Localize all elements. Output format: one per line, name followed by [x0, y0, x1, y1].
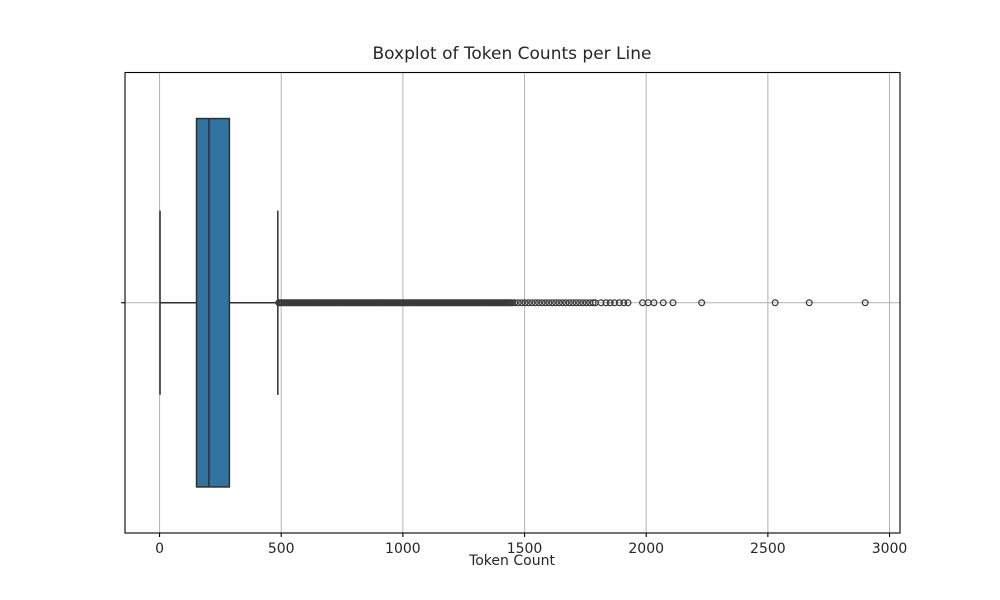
outlier-point	[659, 299, 667, 307]
outlier-point	[576, 299, 584, 307]
outlier-point	[514, 299, 522, 307]
outlier-point	[531, 299, 539, 307]
outlier-point	[579, 299, 587, 307]
outlier-point	[698, 299, 706, 307]
x-tick-label: 2000	[628, 541, 665, 557]
x-tick-label: 1500	[506, 541, 543, 557]
outlier-point	[569, 299, 577, 307]
outlier-point	[521, 299, 529, 307]
outlier-point	[615, 299, 623, 307]
x-tick-label: 500	[267, 541, 295, 557]
outlier-point	[620, 299, 628, 307]
outlier-point	[589, 299, 597, 307]
outlier-point	[528, 299, 536, 307]
x-tick-label: 2500	[750, 541, 786, 557]
outlier-point	[555, 299, 563, 307]
outlier-point	[611, 299, 619, 307]
outlier-point	[524, 299, 532, 307]
outlier-point	[669, 299, 677, 307]
box-iqr	[195, 117, 231, 488]
outlier-point	[650, 299, 658, 307]
outlier-point	[559, 299, 567, 307]
outlier-point	[511, 299, 519, 307]
outlier-point	[565, 299, 573, 307]
outlier-point	[552, 299, 560, 307]
x-tick-label: 3000	[871, 541, 908, 557]
outlier-point	[602, 299, 610, 307]
outlier-point	[861, 299, 869, 307]
x-axis-label: Token Count	[469, 553, 555, 569]
chart-title: Boxplot of Token Counts per Line	[372, 44, 652, 64]
outlier-point	[535, 299, 543, 307]
x-tick-label: 0	[155, 541, 165, 557]
outlier-point	[538, 299, 546, 307]
outlier-point	[572, 299, 580, 307]
outlier-point	[771, 299, 779, 307]
outlier-point	[597, 299, 605, 307]
outlier-point	[582, 299, 590, 307]
outlier-point	[548, 299, 556, 307]
outlier-point	[545, 299, 553, 307]
outlier-point	[624, 299, 632, 307]
outlier-point	[562, 299, 570, 307]
outlier-point	[805, 299, 813, 307]
outlier-point	[606, 299, 614, 307]
x-tick-label: 1000	[385, 541, 421, 557]
outlier-point	[518, 299, 526, 307]
outlier-point	[541, 299, 549, 307]
